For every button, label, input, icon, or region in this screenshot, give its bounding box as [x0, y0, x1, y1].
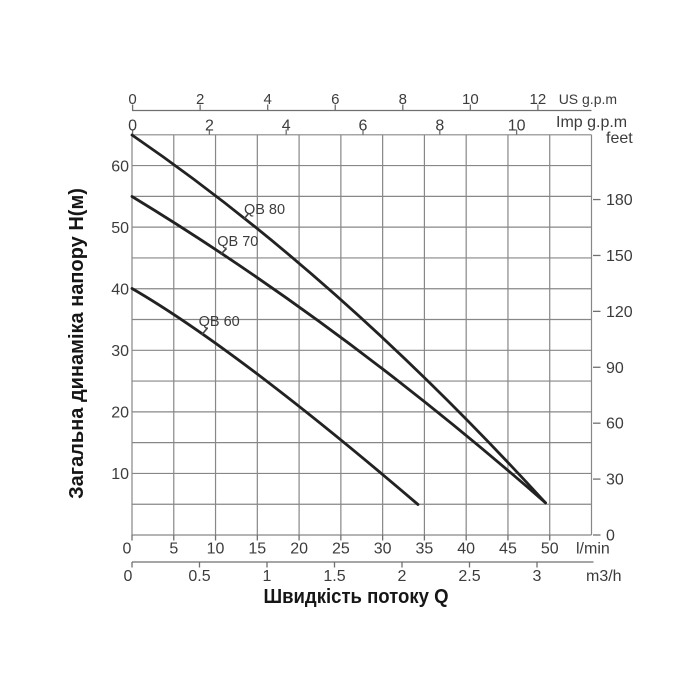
svg-text:30: 30: [111, 343, 129, 360]
svg-text:Швидкість потоку Q: Швидкість потоку Q: [264, 586, 449, 608]
svg-text:QB 80: QB 80: [244, 202, 285, 218]
svg-text:6: 6: [331, 91, 339, 108]
svg-text:QB 60: QB 60: [199, 314, 240, 330]
svg-text:4: 4: [264, 91, 272, 108]
svg-text:50: 50: [541, 541, 559, 558]
svg-text:8: 8: [399, 91, 407, 108]
svg-text:0: 0: [128, 118, 137, 135]
svg-text:0: 0: [128, 91, 136, 108]
svg-text:2: 2: [398, 568, 407, 585]
svg-text:US g.p.m: US g.p.m: [559, 91, 617, 107]
svg-text:2.5: 2.5: [458, 568, 480, 585]
svg-text:feet: feet: [606, 130, 633, 147]
svg-text:6: 6: [359, 118, 368, 135]
svg-text:150: 150: [606, 248, 633, 265]
svg-text:1.5: 1.5: [323, 568, 345, 585]
svg-text:Загальна динаміка напору Н(м): Загальна динаміка напору Н(м): [66, 188, 88, 499]
svg-text:2: 2: [196, 91, 204, 108]
svg-text:8: 8: [435, 118, 444, 135]
svg-text:20: 20: [111, 404, 129, 421]
svg-text:1: 1: [263, 568, 272, 585]
svg-text:2: 2: [205, 118, 214, 135]
svg-text:50: 50: [111, 220, 129, 237]
svg-text:m3/h: m3/h: [586, 568, 622, 585]
svg-text:40: 40: [457, 541, 475, 558]
svg-text:45: 45: [499, 541, 517, 558]
svg-text:QB 70: QB 70: [217, 234, 258, 250]
svg-text:30: 30: [606, 472, 624, 489]
svg-text:120: 120: [606, 304, 633, 321]
svg-text:60: 60: [111, 158, 129, 175]
svg-text:4: 4: [282, 118, 291, 135]
svg-text:40: 40: [111, 281, 129, 298]
svg-text:10: 10: [207, 541, 225, 558]
svg-text:35: 35: [416, 541, 434, 558]
svg-text:l/min: l/min: [576, 541, 610, 558]
svg-text:0: 0: [123, 541, 132, 558]
svg-text:0: 0: [124, 568, 133, 585]
svg-text:Imp g.p.m: Imp g.p.m: [556, 114, 627, 131]
svg-text:60: 60: [606, 416, 624, 433]
svg-text:10: 10: [111, 466, 129, 483]
svg-text:30: 30: [374, 541, 392, 558]
svg-text:25: 25: [332, 541, 350, 558]
svg-text:12: 12: [530, 91, 547, 108]
svg-text:3: 3: [533, 568, 542, 585]
svg-text:20: 20: [290, 541, 308, 558]
svg-text:10: 10: [508, 118, 526, 135]
svg-text:0.5: 0.5: [188, 568, 210, 585]
svg-text:0: 0: [606, 528, 615, 545]
svg-text:10: 10: [462, 91, 479, 108]
svg-text:15: 15: [248, 541, 266, 558]
svg-text:90: 90: [606, 360, 624, 377]
svg-text:180: 180: [606, 192, 633, 209]
svg-text:5: 5: [169, 541, 178, 558]
